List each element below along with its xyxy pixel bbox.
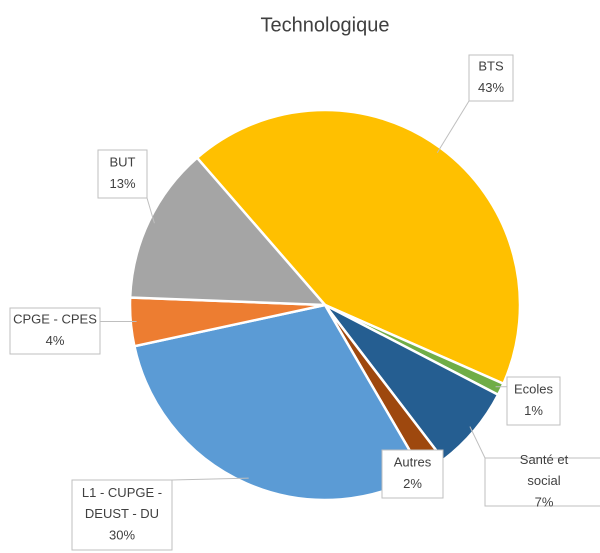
label-box	[71, 479, 173, 551]
label-box	[97, 149, 148, 199]
category-label: L1 - CUPGE -DEUST - DU	[82, 485, 162, 521]
category-label: Autres	[394, 455, 432, 470]
category-label: Ecoles	[514, 382, 554, 397]
pie-slice	[132, 303, 425, 502]
value-label: 7%	[535, 494, 554, 509]
label-box	[381, 449, 444, 499]
category-label: BUT	[110, 155, 136, 170]
label-box	[468, 54, 514, 102]
value-label: 43%	[478, 80, 504, 95]
label-box	[484, 457, 600, 507]
leader-line	[436, 100, 470, 154]
value-label: 1%	[524, 403, 543, 418]
pie-slice	[128, 156, 328, 307]
leader-line	[469, 426, 486, 459]
leader-line	[146, 197, 155, 224]
value-label: 30%	[109, 527, 135, 542]
value-label: 4%	[46, 333, 65, 348]
value-label: 2%	[403, 476, 422, 491]
category-label: Santé et social	[520, 452, 569, 488]
category-label: CPGE - CPES	[13, 312, 97, 327]
label-box	[506, 376, 561, 426]
label-box	[9, 307, 101, 355]
category-label: BTS	[478, 59, 504, 74]
chart-title: Technologique	[261, 14, 390, 36]
leader-line	[171, 477, 249, 481]
value-label: 13%	[109, 176, 135, 191]
